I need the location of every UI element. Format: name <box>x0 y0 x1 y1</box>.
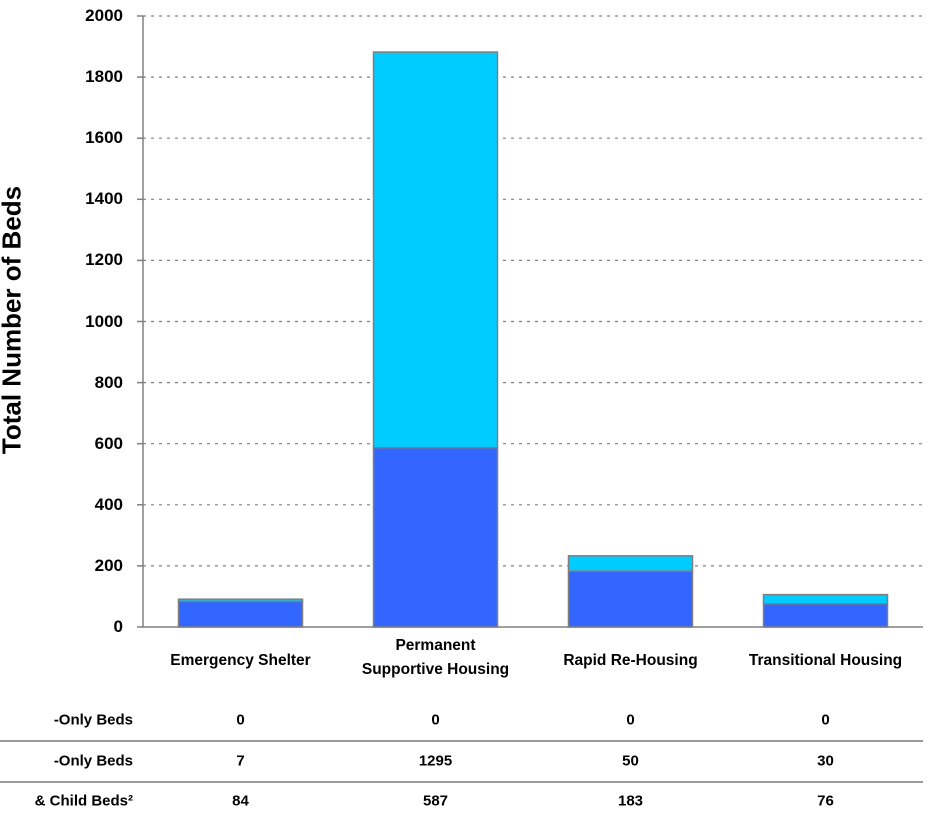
table-cell: 76 <box>817 792 834 810</box>
table-cell: 0 <box>626 711 635 729</box>
bar-segment <box>372 51 499 449</box>
category-label: Transitional Housing <box>748 652 903 669</box>
bar-segment <box>567 555 694 572</box>
y-tick-label: 400 <box>94 494 123 514</box>
bar-segment <box>762 603 889 628</box>
y-axis-label: Total Number of Beds <box>0 185 27 455</box>
table-cell: 0 <box>821 711 830 729</box>
table-row-label: & Child Beds² <box>34 792 133 810</box>
category-label: Rapid Re-Housing <box>563 652 698 669</box>
y-tick-label: 200 <box>94 555 123 575</box>
bar-segment <box>762 593 889 605</box>
table-row-label: -Only Beds <box>53 711 133 729</box>
bar-segment <box>372 446 499 628</box>
y-tick-label: 1600 <box>85 128 123 148</box>
bar-segment <box>177 598 304 603</box>
table-divider <box>0 781 923 783</box>
table-cell: 50 <box>622 752 639 770</box>
category-label: Emergency Shelter <box>170 652 311 669</box>
table-cell: 1295 <box>418 752 453 770</box>
table-cell: 0 <box>431 711 440 729</box>
y-tick-label: 1000 <box>85 311 123 331</box>
y-tick-label: 600 <box>94 433 123 453</box>
bar-segment <box>567 570 694 628</box>
table-cell: 183 <box>617 792 644 810</box>
category-label: Permanent Supportive Housing <box>361 637 510 679</box>
bar-segment <box>177 600 304 628</box>
y-tick-label: 800 <box>94 372 123 392</box>
table-divider <box>0 740 923 742</box>
table-cell: 0 <box>236 711 245 729</box>
table-row-label: -Only Beds <box>53 752 133 770</box>
y-tick-label: 1200 <box>85 250 123 270</box>
table-cell: 7 <box>236 752 245 770</box>
y-tick-label: 2000 <box>85 6 123 25</box>
y-tick-label: 0 <box>113 617 123 636</box>
y-tick-label: 1800 <box>85 67 123 87</box>
table-cell: 30 <box>817 752 834 770</box>
table-cell: 587 <box>422 792 449 810</box>
y-tick-label: 1400 <box>85 189 123 209</box>
table-cell: 84 <box>232 792 249 810</box>
